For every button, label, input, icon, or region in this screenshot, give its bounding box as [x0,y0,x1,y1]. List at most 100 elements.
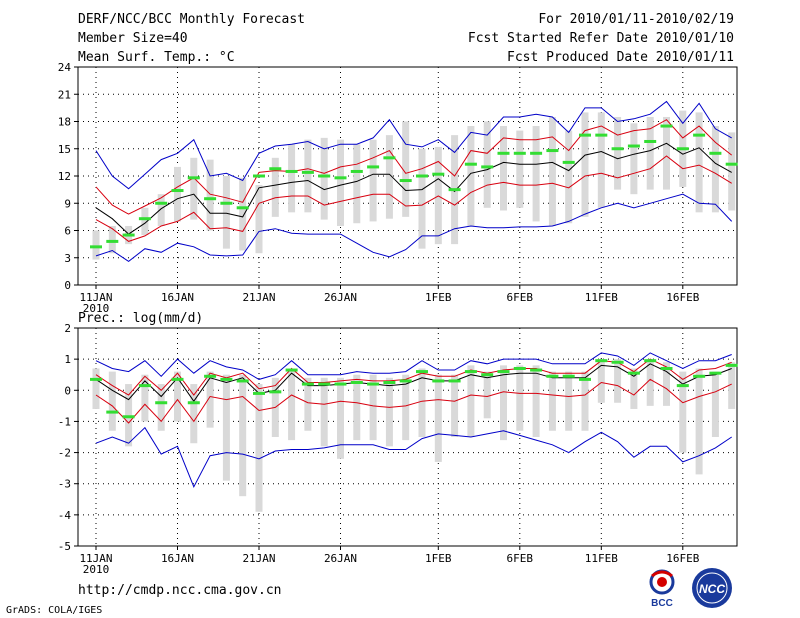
spread-box [174,166,181,222]
median-marker [546,149,559,153]
lower-spread-line [95,378,732,424]
spread-box [646,116,654,190]
spread-box [663,362,670,406]
median-marker [399,379,412,383]
median-marker [122,233,135,237]
spread-box [711,371,719,437]
median-marker [350,169,363,173]
spread-box [711,126,719,213]
plot-frame [77,327,738,547]
spread-box [630,123,638,195]
median-marker [334,382,347,386]
max-line [95,352,732,380]
median-marker [171,189,184,193]
spread-box [565,371,573,431]
median-marker [138,384,151,388]
spread-box [320,137,328,220]
spread-box [500,126,507,211]
spread-box [141,207,149,236]
spread-box [516,365,524,431]
median-marker [367,165,380,169]
median-marker [285,169,298,173]
median-marker [334,176,347,180]
median-marker [497,370,510,374]
spread-box [222,374,230,481]
spread-box [451,374,459,437]
spread-box [369,374,377,441]
median-marker [562,160,575,164]
median-marker [416,370,428,374]
spread-box [434,374,442,462]
spread-box [353,144,361,224]
median-marker [693,374,706,378]
spread-box [402,121,410,217]
spread-box [548,116,556,226]
median-marker [513,151,526,155]
median-marker [204,197,217,201]
spread-box [565,130,573,224]
ensemble-mean-line [95,363,732,403]
spread-box [402,374,410,441]
y-tick-label: 18 [58,116,71,129]
median-marker [709,151,722,155]
spread-box [157,194,165,226]
y-tick-label: 0 [64,279,71,292]
median-marker [448,188,461,192]
median-marker [399,179,412,183]
spread-box [255,185,263,254]
x-tick-label: 6FEB [507,291,534,304]
spread-box [467,365,475,437]
y-tick-label: 2 [64,322,71,335]
x-tick-label: 6FEB [507,552,534,565]
spread-box [92,368,100,409]
median-marker [627,371,640,375]
median-marker [138,217,151,221]
x-tick-label: 11JAN [79,291,112,304]
footer-url[interactable]: http://cmdp.ncc.cma.gov.cn [78,583,282,598]
median-marker [464,162,477,166]
spread-box [239,374,247,497]
ncc-logo-text: NCC [699,582,725,596]
ncc-logo: NCC [692,568,732,608]
median-marker [627,144,640,148]
x-tick-label: 1FEB [425,291,452,304]
median-marker [416,174,428,178]
spread-box [304,139,312,213]
spread-box [288,144,296,213]
spread-box [353,374,361,441]
y-tick-label: 15 [58,143,71,156]
spread-box [206,159,214,231]
median-marker [579,377,591,381]
spread-box [630,368,638,409]
spread-box [92,230,100,260]
y-tick-label: 6 [64,225,71,238]
median-marker [546,374,559,378]
spread-box [467,126,475,226]
spread-box [304,377,312,431]
spread-box [483,121,491,208]
median-marker [725,162,738,166]
median-marker [155,201,168,205]
median-marker [155,401,168,405]
min-line [95,193,733,263]
median-marker [90,377,102,381]
median-marker [644,359,657,363]
x-tick-label: 21JAN [242,291,275,304]
median-marker [106,410,119,414]
spread-box [337,139,344,226]
median-marker [269,390,282,394]
median-marker [497,151,510,155]
spread-box [695,368,703,475]
y-tick-label: 3 [64,252,71,265]
x-tick-label: 1FEB [425,552,452,565]
spread-box [125,384,133,447]
median-marker [318,174,331,178]
spread-box [597,112,605,208]
median-marker [611,147,624,151]
x-year-label: 2010 [83,563,110,576]
spread-box [695,112,703,213]
median-marker [595,359,608,363]
median-marker [432,172,445,176]
bottom-variable-label: Prec.: log(mm/d) [78,311,204,326]
spread-box [581,112,589,217]
